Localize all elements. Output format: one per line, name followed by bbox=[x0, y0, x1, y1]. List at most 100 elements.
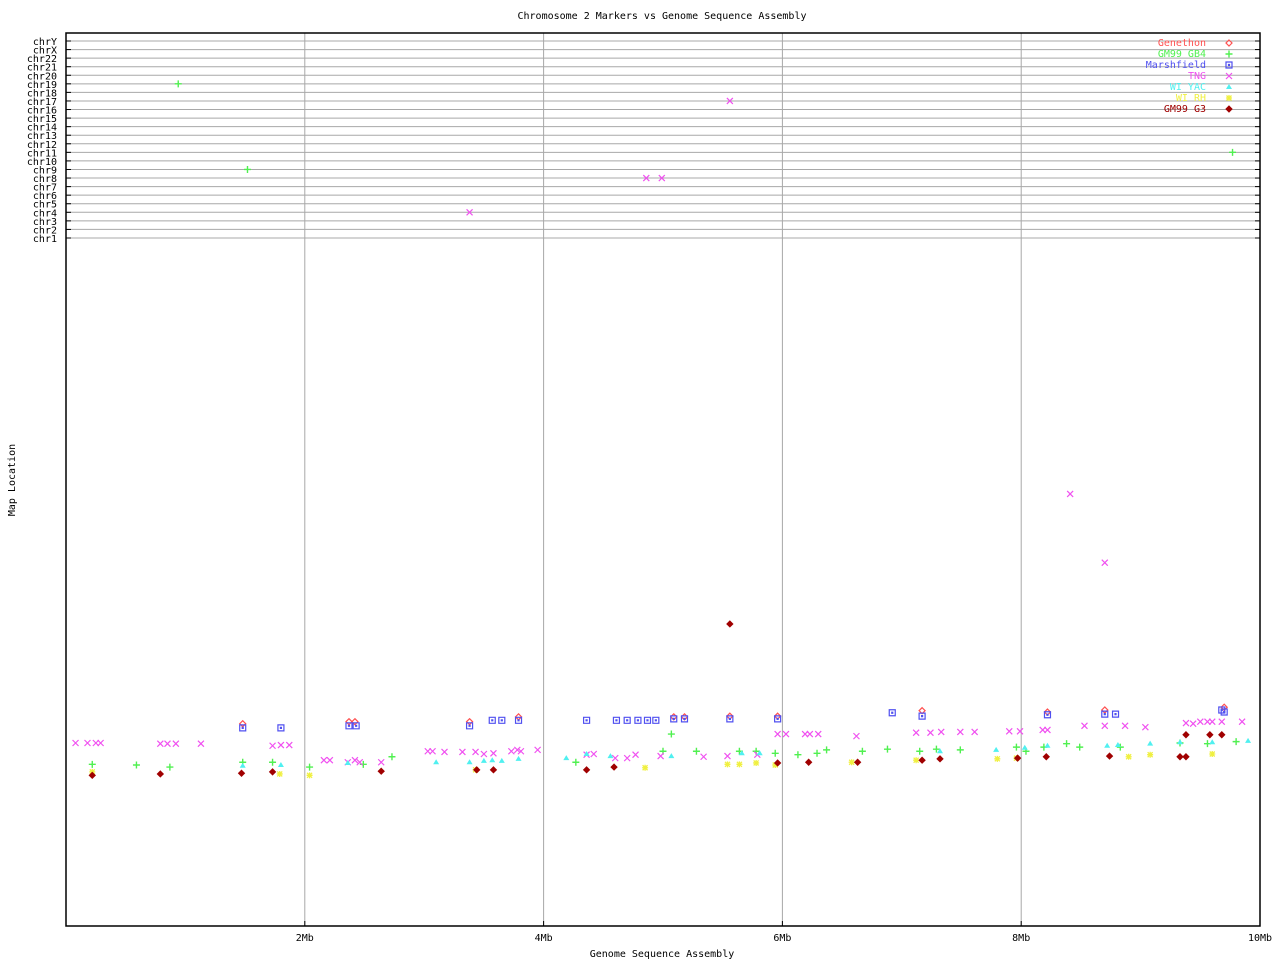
point-marshfield bbox=[514, 716, 523, 724]
legend-label-wi-rh: WI RH bbox=[1176, 93, 1206, 104]
point-tng bbox=[1101, 559, 1109, 567]
point-wi-yac bbox=[433, 759, 440, 765]
point-gm99-g3 bbox=[1105, 752, 1114, 760]
point-marshfield bbox=[352, 722, 360, 730]
point-tng bbox=[853, 732, 860, 740]
point-gm99-g3 bbox=[1176, 753, 1184, 761]
point-tng bbox=[513, 746, 521, 754]
point-tng bbox=[72, 739, 79, 747]
point-gm99-g3 bbox=[1182, 753, 1190, 761]
point-marshfield bbox=[623, 716, 631, 724]
point-tng bbox=[1066, 490, 1074, 498]
point-wi-rh bbox=[724, 761, 731, 768]
point-gm99-gb4 bbox=[956, 746, 964, 754]
point-tng bbox=[1141, 723, 1149, 731]
point-gm99-gb4 bbox=[166, 763, 174, 771]
y-tick-label: chr4 bbox=[33, 208, 57, 219]
point-marshfield bbox=[1043, 711, 1052, 719]
point-wi-rh bbox=[1125, 753, 1132, 760]
point-tng bbox=[164, 740, 171, 748]
point-tng bbox=[326, 756, 334, 764]
point-marshfield bbox=[612, 716, 621, 724]
point-tng bbox=[623, 754, 631, 762]
point-wi-yac bbox=[1177, 739, 1184, 745]
point-wi-yac bbox=[466, 759, 473, 765]
point-gm99-gb4 bbox=[132, 761, 140, 769]
point-tng bbox=[956, 728, 964, 736]
point-gm99-g3 bbox=[773, 759, 782, 767]
point-tng bbox=[814, 730, 822, 738]
legend-label-wi-yac: WI YAC bbox=[1170, 82, 1206, 93]
point-gm99-g3 bbox=[1042, 753, 1050, 761]
x-tick-label: 6Mb bbox=[773, 933, 791, 944]
y-tick-label: chr12 bbox=[27, 140, 57, 151]
point-tng bbox=[1196, 718, 1204, 726]
point-wi-rh bbox=[642, 764, 649, 771]
point-wi-yac bbox=[563, 755, 570, 761]
point-gm99-gb4 bbox=[858, 747, 866, 755]
point-gm99-gb4 bbox=[916, 747, 924, 755]
point-gm99-g3 bbox=[473, 766, 481, 774]
point-gm99-gb4 bbox=[1063, 740, 1071, 748]
point-genethon bbox=[345, 717, 353, 726]
point-wi-yac bbox=[1104, 742, 1111, 748]
y-tick-label: chr2 bbox=[33, 225, 57, 236]
chart-title: Chromosome 2 Markers vs Genome Sequence … bbox=[518, 11, 807, 22]
point-gm99-g3 bbox=[237, 769, 246, 777]
point-marshfield bbox=[918, 712, 926, 720]
legend-label-marshfield: Marshfield bbox=[1146, 60, 1206, 71]
point-tng bbox=[1218, 718, 1226, 726]
point-tng bbox=[466, 208, 473, 216]
point-tng bbox=[197, 740, 205, 748]
point-gm99-gb4 bbox=[1012, 743, 1020, 751]
point-tng bbox=[1044, 726, 1051, 734]
x-axis-label: Genome Sequence Assembly bbox=[590, 949, 735, 960]
point-wi-yac bbox=[515, 755, 522, 761]
point-gm99-g3 bbox=[804, 758, 813, 766]
point-wi-yac bbox=[480, 757, 487, 763]
point-gm99-gb4 bbox=[1232, 738, 1240, 746]
x-tick-label: 8Mb bbox=[1012, 933, 1030, 944]
point-wi-yac bbox=[1114, 742, 1121, 748]
point-tng bbox=[632, 751, 639, 759]
point-gm99-g3 bbox=[582, 766, 591, 774]
point-wi-yac bbox=[607, 753, 614, 759]
point-gm99-g3 bbox=[936, 755, 944, 763]
point-tng bbox=[277, 741, 285, 749]
point-wi-yac bbox=[498, 757, 505, 763]
y-tick-label: chr16 bbox=[27, 106, 57, 117]
point-tng bbox=[912, 729, 920, 737]
point-marshfield bbox=[726, 715, 734, 723]
point-gm99-gb4 bbox=[174, 80, 182, 88]
point-tng bbox=[1182, 719, 1190, 727]
point-gm99-g3 bbox=[156, 770, 165, 778]
point-marshfield bbox=[774, 715, 782, 723]
point-wi-yac bbox=[344, 759, 351, 765]
point-wi-rh bbox=[913, 757, 920, 764]
point-tng bbox=[356, 758, 364, 766]
point-tng bbox=[172, 740, 180, 748]
plot-frame bbox=[65, 32, 1261, 927]
point-marshfield bbox=[239, 724, 247, 732]
x-tick-label: 10Mb bbox=[1248, 933, 1272, 944]
y-tick-label: chr14 bbox=[27, 123, 57, 134]
legend-marker-genethon bbox=[1225, 39, 1233, 47]
point-wi-yac bbox=[277, 762, 284, 768]
legend-label-genethon: Genethon bbox=[1158, 38, 1206, 49]
point-tng bbox=[441, 748, 448, 756]
point-wi-yac bbox=[756, 750, 763, 756]
y-tick-label: chr18 bbox=[27, 88, 57, 99]
series-marshfield bbox=[239, 706, 1228, 732]
point-genethon bbox=[1100, 706, 1109, 714]
point-gm99-gb4 bbox=[823, 746, 831, 754]
point-genethon bbox=[1220, 703, 1229, 712]
point-wi-yac bbox=[993, 746, 1000, 752]
point-tng bbox=[490, 749, 497, 757]
y-axis-label: Map Location bbox=[7, 444, 18, 516]
y-tick-labels: chrYchrXchr22chr21chr20chr19chr18chr17ch… bbox=[27, 37, 57, 245]
point-marshfield bbox=[1220, 708, 1228, 716]
point-wi-yac bbox=[583, 751, 590, 756]
point-tng bbox=[724, 752, 731, 760]
